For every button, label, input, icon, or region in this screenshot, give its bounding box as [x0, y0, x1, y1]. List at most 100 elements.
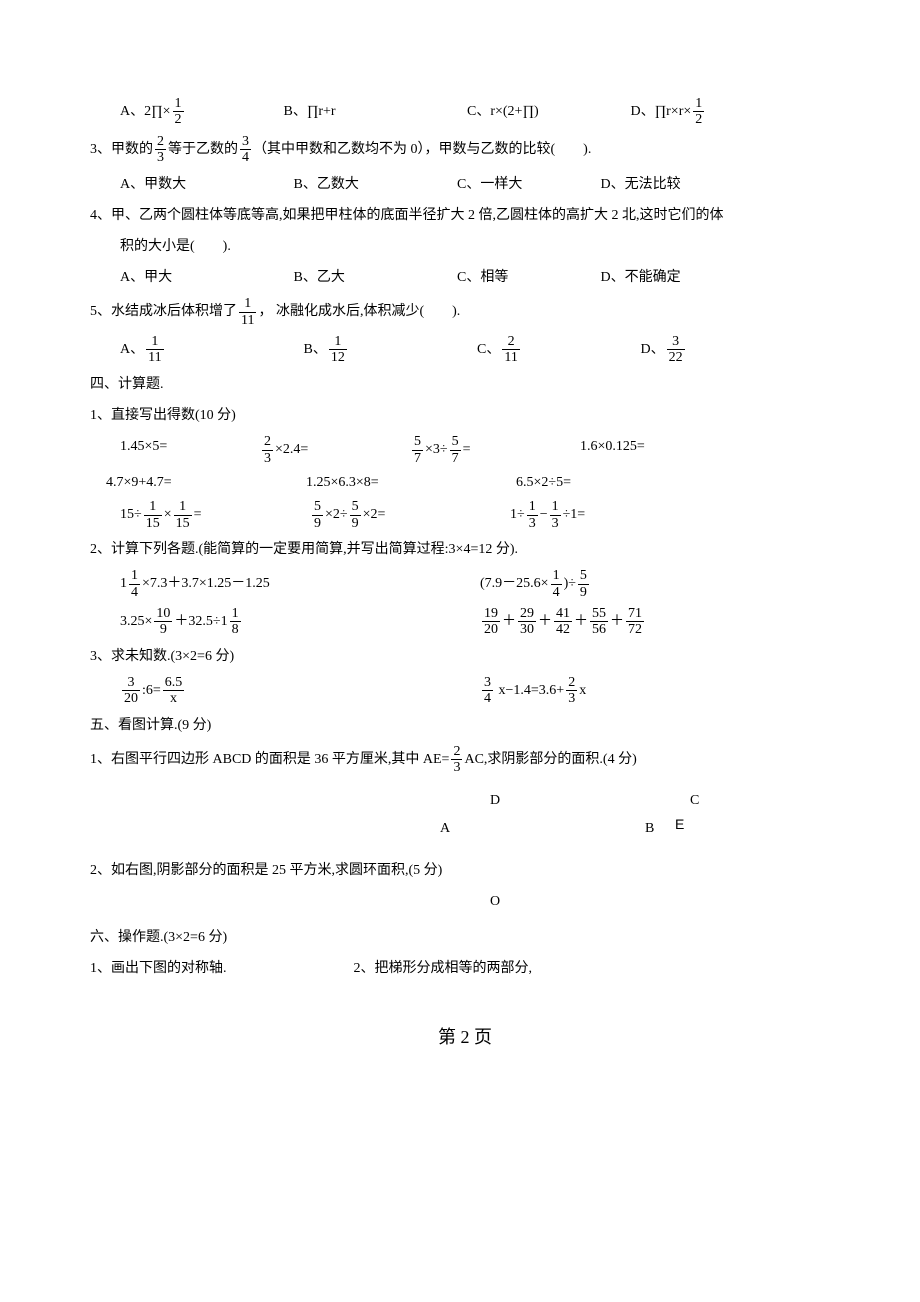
s4-r1-c-frac2: 57	[450, 434, 461, 466]
point-a: A	[440, 816, 450, 841]
point-d: D	[490, 788, 500, 813]
point-e: E	[675, 812, 684, 837]
s4-r1-d: 1.6×0.125=	[580, 434, 750, 466]
q5-opt-c-frac: 211	[502, 334, 519, 366]
s4-p2r1-l-frac: 14	[129, 568, 140, 600]
section-4-title: 四、计算题.	[90, 372, 840, 397]
q3-mid: 等于乙数的	[168, 142, 238, 157]
s6-items: 1、画出下图的对称轴. 2、把梯形分成相等的两部分,	[90, 956, 840, 981]
s4-p2-r2: 3.25×109＋32.5÷118 1920＋2930＋4142＋5556＋71…	[90, 606, 840, 638]
q3-stem: 3、甲数的23等于乙数的34（其中甲数和乙数均不为 0），甲数与乙数的比较( )…	[90, 134, 840, 166]
q3-opt-c: C、一样大	[457, 172, 597, 197]
q4-opt-a: A、甲大	[120, 265, 290, 290]
s6-q1: 1、画出下图的对称轴.	[90, 956, 350, 981]
q5-opt-d-frac: 322	[667, 334, 685, 366]
s4-r1-c-post: =	[463, 442, 471, 457]
point-c: C	[690, 788, 699, 813]
s4-p3-l-f2: 6.5x	[163, 675, 185, 707]
q5-options: A、111 B、112 C、211 D、322	[90, 334, 840, 366]
s4-p2r2-r-f3: 4142	[554, 606, 572, 638]
s4-p2r2-l-f1: 109	[154, 606, 172, 638]
q2-opt-b: B、∏r+r	[284, 99, 464, 124]
s4-p2r1-r-f1: 14	[551, 568, 562, 600]
s4-r3-c-f1: 13	[527, 499, 538, 531]
q3-post: （其中甲数和乙数均不为 0），甲数与乙数的比较( ).	[253, 142, 591, 157]
point-o: O	[490, 889, 500, 914]
q3-pre: 3、甲数的	[90, 142, 153, 157]
page-footer: 第 2 页	[90, 1021, 840, 1053]
point-b: B	[645, 816, 654, 841]
s4-p2r1-r-pre: (7.9－25.6×	[480, 576, 549, 591]
section-6-title: 六、操作题.(3×2=6 分)	[90, 925, 840, 950]
s4-p2r2-r-f4: 5556	[590, 606, 608, 638]
s5-q1-post: AC,求阴影部分的面积.(4 分)	[464, 752, 636, 767]
s4-p2r2-l-pre: 3.25×	[120, 614, 152, 629]
s4-r3-b-post: ×2=	[363, 507, 386, 522]
s4-p2r2-l-mid: ＋32.5÷1	[174, 614, 227, 629]
s4-r3-a-f2: 115	[174, 499, 192, 531]
q2-opt-d-pre: D、∏r×r×	[631, 104, 692, 119]
q3-frac1: 23	[155, 134, 166, 166]
q3-opt-b: B、乙数大	[294, 172, 454, 197]
s4-p2r2-r-f5: 7172	[626, 606, 644, 638]
q2-opt-d-frac: 12	[693, 96, 704, 128]
q5-stem: 5、水结成冰后体积增了111， 冰融化成水后,体积减少( ).	[90, 296, 840, 328]
q5-opt-a-frac: 111	[146, 334, 163, 366]
s4-r1-c-mid: ×3÷	[425, 442, 448, 457]
s4-p1: 1、直接写出得数(10 分)	[90, 403, 840, 428]
q4-opt-b: B、乙大	[294, 265, 454, 290]
s4-r3-b-f2: 59	[350, 499, 361, 531]
s4-p2-r1: 114×7.3＋3.7×1.25－1.25 (7.9－25.6×14)÷59	[90, 568, 840, 600]
s5-q1-pre: 1、右图平行四边形 ABCD 的面积是 36 平方厘米,其中 AE=	[90, 752, 449, 767]
s4-p2r1-l-post: ×7.3＋3.7×1.25－1.25	[142, 576, 270, 591]
s4-p3-r-mid: x−1.4=3.6+	[495, 683, 564, 698]
s4-r1-a: 1.45×5=	[120, 434, 260, 466]
s5-q1-figure: D C A B E	[90, 782, 840, 852]
s4-p2r2-r-f2: 2930	[518, 606, 536, 638]
s4-r3-c-mid: −	[540, 507, 548, 522]
s4-r3-b-f1: 59	[312, 499, 323, 531]
s4-p2r2-l-f2: 18	[230, 606, 241, 638]
s4-r2: 4.7×9+4.7= 1.25×6.3×8= 6.5×2÷5=	[90, 470, 840, 495]
s4-p2r1-r-mid: )÷	[564, 576, 576, 591]
q4-opt-d: D、不能确定	[601, 265, 681, 290]
q5-opt-a-pre: A、	[120, 337, 144, 362]
s4-r1-b-post: ×2.4=	[275, 442, 308, 457]
s4-r3-a-f1: 115	[144, 499, 162, 531]
s4-p2r1-r-f2: 59	[578, 568, 589, 600]
s4-p2r2-r-f1: 1920	[482, 606, 500, 638]
q3-opt-a: A、甲数大	[120, 172, 290, 197]
s4-r2-b: 1.25×6.3×8=	[306, 470, 516, 495]
q4-line2: 积的大小是( ).	[90, 234, 840, 259]
q4-options: A、甲大 B、乙大 C、相等 D、不能确定	[90, 265, 840, 290]
q5-pre: 5、水结成冰后体积增了	[90, 304, 237, 319]
s5-q2-figure: O	[90, 889, 840, 919]
s4-r1-b-frac: 23	[262, 434, 273, 466]
s4-r3-a-post: =	[194, 507, 202, 522]
s6-q2: 2、把梯形分成相等的两部分,	[354, 961, 533, 976]
s4-r3-b-m1: ×2÷	[325, 507, 348, 522]
s4-r3-a-pre: 15÷	[120, 507, 142, 522]
q4-line1: 4、甲、乙两个圆柱体等底等高,如果把甲柱体的底面半径扩大 2 倍,乙圆柱体的高扩…	[90, 203, 840, 228]
s4-r2-a: 4.7×9+4.7=	[106, 470, 306, 495]
s4-p3-l-mid: :6=	[142, 683, 161, 698]
q2-opt-c: C、r×(2+∏)	[467, 99, 627, 124]
s4-p3: 3、求未知数.(3×2=6 分)	[90, 644, 840, 669]
s4-r2-c: 6.5×2÷5=	[516, 470, 686, 495]
section-5-title: 五、看图计算.(9 分)	[90, 713, 840, 738]
q4-opt-c: C、相等	[457, 265, 597, 290]
q2-options: A、2∏×12 B、∏r+r C、r×(2+∏) D、∏r×r×12	[90, 96, 840, 128]
s5-q2: 2、如右图,阴影部分的面积是 25 平方米,求圆环面积,(5 分)	[90, 858, 840, 883]
s4-p3-r-f2: 23	[566, 675, 577, 707]
q3-frac2: 34	[240, 134, 251, 166]
s4-p3-r-post: x	[579, 683, 586, 698]
s4-r1: 1.45×5= 23×2.4= 57×3÷57= 1.6×0.125=	[90, 434, 840, 466]
q5-opt-d-pre: D、	[641, 337, 665, 362]
s4-r3-c-f2: 13	[550, 499, 561, 531]
q2-opt-a-pre: A、2∏×	[120, 104, 171, 119]
s4-p3-r-f1: 34	[482, 675, 493, 707]
q5-opt-b-pre: B、	[304, 337, 327, 362]
s4-r1-c-frac1: 57	[412, 434, 423, 466]
q5-opt-b-frac: 112	[329, 334, 347, 366]
s4-p3-r: 320:6=6.5x 34 x−1.4=3.6+23x	[90, 675, 840, 707]
